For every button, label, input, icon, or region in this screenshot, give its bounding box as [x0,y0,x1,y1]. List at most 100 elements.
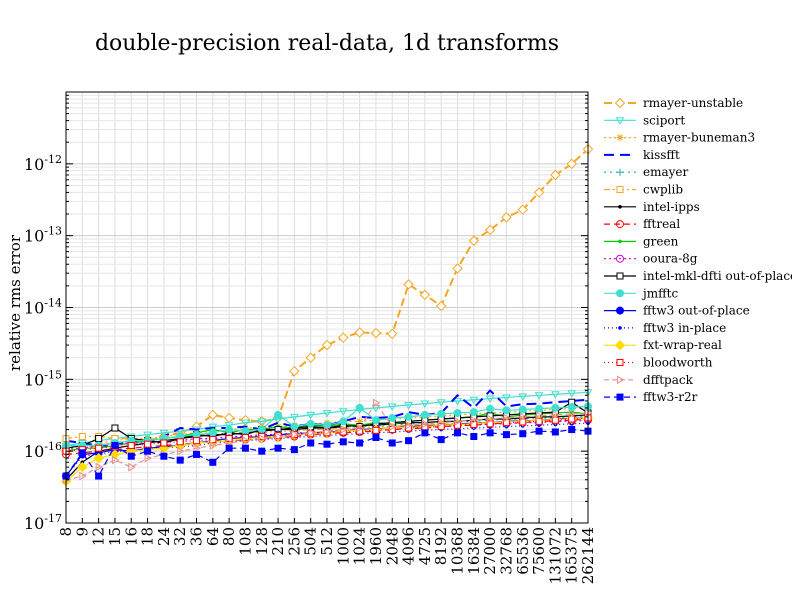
series-marker [144,447,152,455]
series-marker [438,418,446,427]
series-marker [484,224,496,236]
legend-item: green [604,234,679,248]
x-tick-label: 32 [171,527,189,546]
x-tick-label: 8192 [432,527,450,565]
x-tick-label: 64 [204,527,222,546]
series-marker [207,409,219,421]
legend-item: intel-ipps [604,200,700,214]
series-marker [616,186,624,193]
series-marker [617,375,625,385]
series-marker [421,419,430,429]
series-marker [144,453,153,463]
series-marker [356,417,364,425]
series-marker [618,326,622,330]
series-marker [469,408,478,417]
series-marker [257,418,267,426]
legend-label: fftw3 in-place [643,321,726,335]
series-marker [209,441,218,450]
series-marker [225,444,233,452]
series-marker [487,414,495,424]
series-marker [241,419,250,428]
x-tick-label: 65536 [514,527,532,575]
x-tick-label: 9 [73,527,91,537]
legend-label: fftw3-r2r [643,390,698,404]
series-marker [568,409,577,419]
x-tick-label: 27000 [481,527,499,575]
series-marker [339,438,347,446]
series-marker [338,408,348,416]
x-tick-label: 32768 [497,527,515,575]
legend-label: green [643,234,679,248]
series-marker [291,430,299,439]
y-axis-label: relative rms error [6,234,24,371]
series-marker [502,406,511,415]
series-marker [552,410,560,420]
legend-label: fxt-wrap-real [643,338,722,352]
series-marker [78,433,86,441]
series-marker [388,439,396,447]
x-tick-label: 12 [90,527,108,546]
series-marker [321,339,333,351]
legend-label: rmayer-unstable [643,96,743,110]
legend-label: jmfftc [641,286,678,300]
series-line [65,391,589,447]
legend-label: ooura-8g [643,252,698,266]
series-marker [290,422,299,431]
legend-item: sciport [604,113,685,127]
legend-item: emayer [604,165,689,179]
series-marker [193,450,200,458]
series-marker [436,399,446,407]
x-tick-label: 4725 [416,527,434,565]
legend-item: fxt-wrap-real [604,338,722,352]
x-tick-label: 1000 [334,527,352,565]
series-marker [78,449,86,457]
series-marker [111,455,120,465]
series-marker [535,427,543,435]
x-tick-label: 131072 [546,527,564,584]
series-marker [616,289,624,298]
legend-item: fftw3-r2r [604,390,698,404]
legend-label: kissfft [643,148,680,162]
legend-label: rmayer-buneman3 [643,131,755,145]
legend-label: fftreal [643,217,680,231]
series-marker [290,446,298,454]
series-marker [93,452,104,464]
series-marker [405,437,413,445]
series-marker [567,390,577,398]
legend: rmayer-unstable sciport rmayer-buneman3 kis… [604,96,792,404]
series-marker [551,403,560,412]
series-marker [419,289,431,301]
chart-title: double-precision real-data, 1d transform… [95,31,559,56]
legend-item: fftw3 in-place [604,321,726,335]
series-layer [60,143,594,487]
series-marker [453,408,462,417]
series-marker [225,425,234,434]
x-tick-label: 16384 [465,527,483,575]
series-marker [405,420,414,430]
grid-layer [65,92,589,524]
series-marker [307,428,316,438]
series-marker [618,205,622,209]
series-marker [192,430,201,439]
series-marker [618,239,622,244]
legend-item: bloodworth [604,356,713,370]
series-marker [389,422,397,431]
legend-label: dfftpack [643,373,694,387]
series-marker [95,444,103,452]
series-marker [127,441,135,449]
series-marker [502,431,510,439]
series-line [65,407,589,449]
series-marker [176,456,184,464]
x-tick-label: 8 [57,527,75,537]
series-marker [193,443,201,453]
series-marker [275,432,283,441]
series-marker [209,458,217,466]
series-marker [486,404,495,413]
series-marker [518,393,528,401]
x-tick-label: 256 [285,527,303,556]
series-marker [111,424,119,432]
series-marker [128,462,136,472]
series-marker [306,419,315,428]
x-tick-label: 80 [220,527,238,546]
